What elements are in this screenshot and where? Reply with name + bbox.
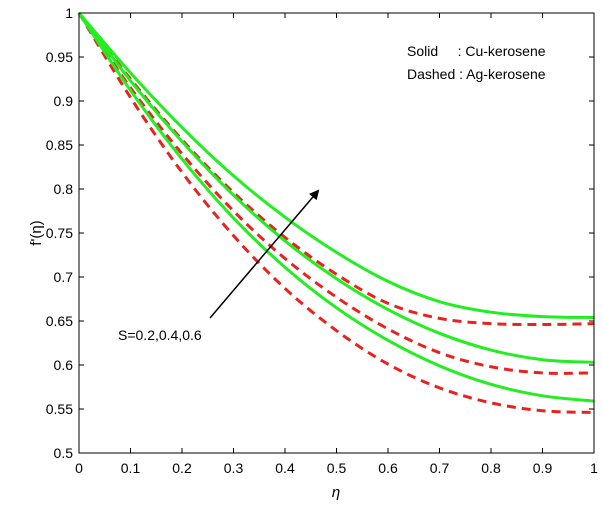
x-tick-label: 0.9 [533, 460, 553, 476]
solid-curve [77, 12, 595, 364]
y-tick-label: 0.95 [46, 49, 73, 65]
y-tick-label: 0.85 [46, 137, 73, 153]
y-tick-label: 0.55 [46, 401, 73, 417]
curves-layer [77, 12, 595, 415]
x-tick-label: 0.2 [172, 460, 192, 476]
x-tick-label: 1 [590, 460, 598, 476]
x-tick-label: 0.1 [121, 460, 141, 476]
legend-entry-dashed: Dashed : Ag-kerosene [407, 66, 546, 82]
annotation-arrow [209, 189, 320, 319]
y-tick-label: 0.75 [46, 225, 73, 241]
dashed-curve [77, 12, 595, 415]
x-axis-ticks: 0 0.1 0.2 0.3 0.4 0.5 0.6 0.7 0.8 0.9 1 [75, 13, 598, 476]
y-tick-label: 1 [65, 5, 73, 21]
annotation-label: S=0.2,0.4,0.6 [118, 327, 202, 343]
x-tick-label: 0.4 [275, 460, 295, 476]
y-tick-label: 0.65 [46, 313, 73, 329]
plot-background [79, 13, 594, 453]
y-tick-label: 0.9 [54, 93, 74, 109]
y-tick-label: 0.8 [54, 181, 74, 197]
solid-curve [77, 12, 595, 403]
y-tick-label: 0.5 [54, 445, 74, 461]
x-tick-label: 0 [75, 460, 83, 476]
dashed-curve [77, 12, 595, 375]
legend-entry-solid: Solid : Cu-kerosene [407, 43, 546, 59]
x-axis-label: η [332, 484, 340, 501]
y-tick-label: 0.7 [54, 269, 74, 285]
y-axis-ticks: 0.5 0.55 0.6 0.65 0.7 0.75 0.8 0.85 0.9 0.95 1 [46, 5, 594, 461]
x-tick-label: 0.7 [430, 460, 450, 476]
x-tick-label: 0.8 [481, 460, 501, 476]
solid-curve [77, 12, 595, 319]
y-axis-label: f'(η) [28, 220, 45, 245]
x-tick-label: 0.5 [327, 460, 347, 476]
x-tick-label: 0.6 [378, 460, 398, 476]
y-tick-label: 0.6 [54, 357, 74, 373]
x-tick-label: 0.3 [224, 460, 244, 476]
